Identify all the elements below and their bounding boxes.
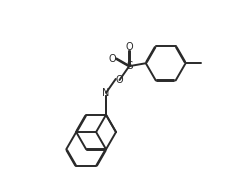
Text: O: O: [109, 54, 116, 64]
Text: O: O: [116, 75, 123, 85]
Text: S: S: [126, 61, 133, 71]
Text: N: N: [102, 88, 110, 98]
Text: O: O: [125, 42, 133, 52]
